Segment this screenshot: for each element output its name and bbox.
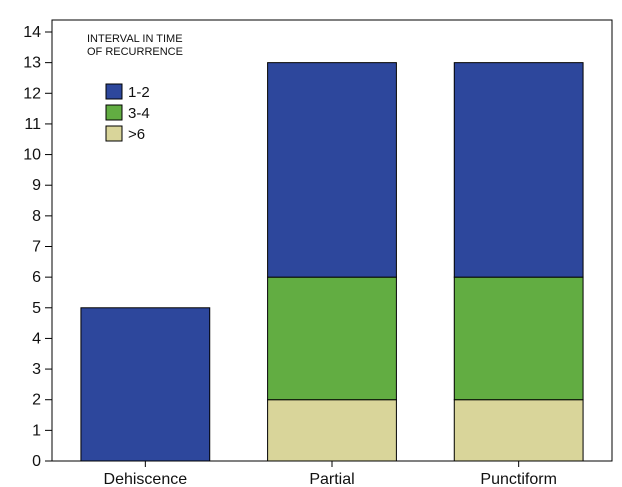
legend-label: >6 (128, 126, 145, 143)
x-tick-label: Punctiform (480, 471, 556, 487)
y-tick-label: 10 (23, 147, 41, 164)
x-tick-label: Dehiscence (104, 471, 188, 487)
y-tick-label: 9 (32, 177, 41, 194)
y-tick-label: 2 (32, 392, 41, 409)
y-tick-label: 13 (23, 55, 41, 72)
legend-label: 3-4 (128, 105, 150, 122)
legend-title-line-1: INTERVAL IN TIME (87, 33, 183, 45)
bar-segment (453, 399, 584, 462)
legend: INTERVAL IN TIME OF RECURRENCE 1-2 3-4 >6 (87, 33, 183, 143)
y-tick-label: 0 (32, 453, 41, 470)
legend-swatch (105, 125, 123, 142)
y-tick-label: 1 (32, 422, 41, 439)
x-axis: Dehiscence Partial Punctiform (104, 461, 557, 487)
y-tick-label: 7 (32, 239, 41, 256)
legend-title-line-2: OF RECURRENCE (87, 46, 183, 58)
y-tick-label: 12 (23, 85, 41, 102)
y-tick-label: 5 (32, 300, 41, 317)
bar-segment (267, 399, 397, 462)
x-tick-label: Partial (309, 471, 354, 487)
y-tick-label: 8 (32, 208, 41, 225)
bar-segment (267, 62, 397, 278)
legend-swatch (105, 83, 123, 100)
bar-segment (80, 307, 211, 462)
y-tick-label: 11 (24, 116, 41, 133)
legend-label: 1-2 (128, 84, 150, 101)
legend-swatch (105, 104, 123, 121)
y-tick-label: 3 (32, 361, 41, 378)
y-tick-label: 4 (32, 330, 41, 347)
bars-layer (80, 62, 584, 462)
bar-segment (453, 276, 584, 401)
y-tick-label: 14 (23, 24, 41, 41)
bar-segment (453, 62, 584, 278)
y-tick-label: 6 (32, 269, 41, 286)
bar-segment (267, 276, 397, 401)
